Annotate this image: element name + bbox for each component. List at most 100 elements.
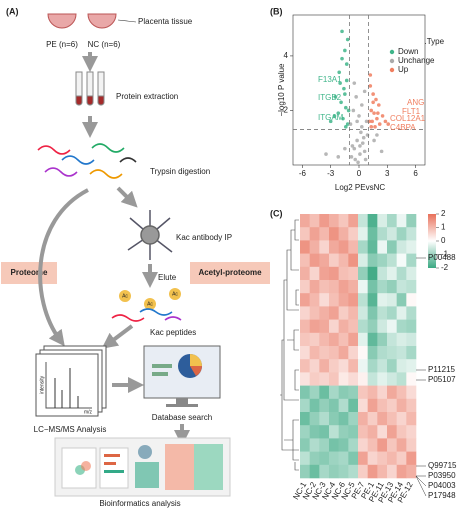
heatmap-cell [338, 332, 349, 347]
heatmap-cell [338, 214, 349, 228]
label: PE (n=6) [46, 40, 78, 49]
heatmap-cell [329, 359, 339, 373]
label: intensity [39, 375, 45, 394]
label: Acetyl-proteome [198, 268, 262, 277]
heatmap-cell [406, 332, 417, 347]
heatmap-cell [387, 293, 397, 307]
point [360, 103, 364, 107]
heatmap-cell [358, 253, 368, 268]
heatmap-cell [387, 266, 397, 281]
heatmap-cell [387, 346, 397, 360]
heatmap-cell [406, 240, 417, 254]
heatmap-cell [377, 319, 388, 334]
ac-label: Ac [147, 301, 153, 307]
heatmap-cell [300, 240, 310, 254]
point [343, 48, 347, 53]
legend-swatch [389, 49, 395, 55]
leader [415, 475, 427, 497]
heatmap-cell [309, 214, 320, 228]
heatmap-cell [338, 464, 349, 479]
point [339, 100, 343, 105]
point [338, 81, 342, 85]
heatmap-cell [377, 253, 388, 268]
heatmap-cell [387, 425, 397, 439]
heatmap-cell [387, 385, 397, 400]
heatmap-cell [396, 214, 407, 228]
label: Proteome [11, 268, 48, 277]
point [369, 108, 374, 113]
heatmap-cell [396, 306, 407, 320]
heatmap-cell [358, 280, 368, 294]
gene-label: ITGAM [318, 113, 344, 122]
heatmap-cell [396, 464, 407, 479]
point [352, 81, 357, 85]
heatmap-cell [300, 214, 310, 228]
heatmap-cell [358, 240, 368, 254]
heatmap-cell [309, 280, 320, 294]
heatmap-cell [319, 240, 330, 254]
heatmap-cell [319, 214, 330, 228]
heatmap-cell [300, 280, 310, 294]
heatmap-cell [338, 359, 349, 373]
heatmap-cell [319, 372, 330, 386]
bioinformatics-box [54, 437, 231, 497]
heatmap-cell [329, 438, 339, 452]
x-tick-label: -6 [299, 169, 307, 178]
point [362, 89, 367, 94]
heatmap-cell [377, 306, 388, 320]
heatmap-cell [348, 240, 359, 254]
colorbar-tick-label: 2 [441, 209, 446, 218]
heatmap-cell [367, 293, 378, 307]
tubes [75, 71, 105, 106]
heatmap-cell [309, 412, 320, 426]
heatmap-cell [367, 306, 378, 320]
point [344, 105, 348, 110]
row-label: P11215 [428, 365, 456, 374]
heatmap-cell [348, 425, 359, 439]
heatmap-cell [358, 412, 368, 426]
heatmap-cell [367, 385, 378, 400]
heatmap-cell [406, 214, 417, 228]
heatmap-cell [319, 293, 330, 307]
heatmap-cell [319, 266, 330, 281]
heatmap-cell [319, 332, 330, 347]
point [345, 122, 350, 126]
label: Database search [152, 413, 212, 422]
heatmap-cell [358, 214, 368, 228]
heatmap-cell [300, 306, 310, 320]
heatmap-cell [319, 280, 330, 294]
heatmap-cell [329, 451, 339, 466]
label: LC−MS/MS Analysis [34, 425, 107, 434]
row-label: P00488 [428, 253, 456, 262]
heatmap-cell [406, 398, 417, 413]
peptides [37, 143, 137, 179]
heatmap-cell [377, 398, 388, 413]
heatmap-cell [387, 412, 397, 426]
heatmap-cell [396, 385, 407, 400]
heatmap-cell [338, 306, 349, 320]
heatmap-cell [396, 253, 407, 268]
point [333, 95, 338, 99]
plot-area [292, 14, 426, 166]
heatmap-cell [309, 253, 320, 268]
gene-label: F13A1 [318, 75, 342, 84]
heatmap-cell [377, 227, 388, 241]
heatmap-cell [338, 412, 349, 426]
heatmap-cell [348, 214, 359, 228]
colorbar-tick-label: -1 [441, 250, 449, 259]
heatmap-cell [348, 385, 359, 400]
heatmap-cell [396, 412, 407, 426]
heatmap-cell [387, 227, 397, 241]
point [344, 125, 348, 129]
heatmap-cell [358, 438, 368, 452]
heatmap-cell [358, 306, 368, 320]
heatmap-cell [329, 425, 339, 439]
point [376, 111, 380, 115]
x-tick-label: -3 [327, 169, 335, 178]
point [340, 29, 344, 34]
dendrogram [280, 219, 299, 471]
heatmap-cell [358, 332, 368, 347]
heatmap-cell [358, 451, 368, 466]
heatmap-cell [329, 319, 339, 334]
colorbar-tick-label: 0 [441, 236, 446, 245]
